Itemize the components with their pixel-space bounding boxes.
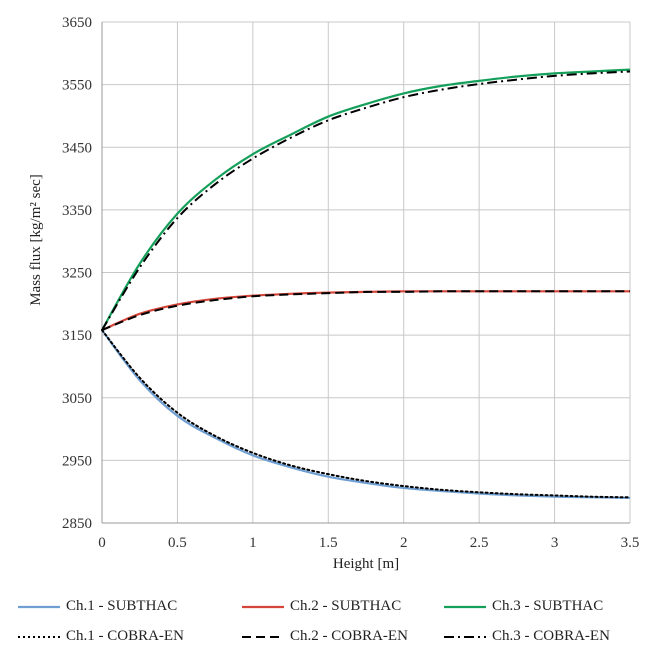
y-tick-label: 2950 xyxy=(62,453,92,469)
legend-label: Ch.1 - COBRA-EN xyxy=(66,628,184,644)
y-tick-label: 3150 xyxy=(62,328,92,344)
legend-label: Ch.2 - SUBTHAC xyxy=(290,598,402,614)
legend-label: Ch.2 - COBRA-EN xyxy=(290,628,408,644)
legend-item-ch-2-cobra-en: Ch.2 - COBRA-EN xyxy=(240,628,408,645)
x-tick-label: 1.5 xyxy=(319,535,338,551)
grid-lines xyxy=(101,21,631,524)
x-tick-label: 1 xyxy=(249,535,257,551)
line-chart: 0 0.5 1 1.5 2 2.5 3 3.5 2850 2950 3050 3150 3250 3350… xyxy=(28,15,639,572)
series-line-ch-2-cobra-en xyxy=(101,290,630,332)
legend-swatch xyxy=(18,635,60,638)
x-axis-title: Height [m] xyxy=(333,556,399,572)
series-line-ch-2-subthac xyxy=(101,290,630,332)
legend-item-ch-3-cobra-en: Ch.3 - COBRA-EN xyxy=(442,628,610,645)
legend-item-ch-1-cobra-en: Ch.1 - COBRA-EN xyxy=(16,628,184,645)
legend-swatch xyxy=(242,605,284,608)
legend-swatch xyxy=(444,635,486,638)
legend-item-ch-1-subthac: Ch.1 - SUBTHAC xyxy=(16,598,177,615)
legend-label: Ch.3 - SUBTHAC xyxy=(492,598,604,614)
series-line-ch-3-subthac xyxy=(101,68,631,331)
x-tick-label: 2.5 xyxy=(470,535,489,551)
series-line-ch-1-cobra-en xyxy=(101,329,631,499)
x-tick-label: 2 xyxy=(400,535,408,551)
y-tick-label: 3650 xyxy=(62,15,92,31)
y-axis-title: Mass flux [kg/m² sec] xyxy=(28,174,44,306)
y-tick-label: 3550 xyxy=(62,78,92,94)
legend-label: Ch.3 - COBRA-EN xyxy=(492,628,610,644)
y-tick-label: 3050 xyxy=(62,391,92,407)
tick-labels: 0 0.5 1 1.5 2 2.5 3 3.5 2850 2950 3050 3150 3250 3350… xyxy=(62,15,639,551)
legend-swatch xyxy=(242,635,284,638)
x-tick-label: 3.5 xyxy=(621,535,640,551)
series-line-ch-3-cobra-en xyxy=(101,70,631,331)
legend-item-ch-2-subthac: Ch.2 - SUBTHAC xyxy=(240,598,401,615)
series-lines xyxy=(101,68,631,500)
legend-item-ch-3-subthac: Ch.3 - SUBTHAC xyxy=(442,598,603,615)
legend-label: Ch.1 - SUBTHAC xyxy=(66,598,178,614)
legend-swatch xyxy=(18,605,60,608)
legend-swatch xyxy=(444,605,486,608)
x-tick-label: 0.5 xyxy=(168,535,187,551)
series-line-ch-1-subthac xyxy=(101,329,631,500)
y-tick-label: 3450 xyxy=(62,140,92,156)
y-tick-label: 2850 xyxy=(62,516,92,532)
legend: Ch.1 - SUBTHAC Ch.2 - SUBTHAC Ch.3 - SUBTH… xyxy=(16,598,646,658)
y-tick-label: 3250 xyxy=(62,266,92,282)
x-tick-label: 3 xyxy=(551,535,559,551)
y-tick-label: 3350 xyxy=(62,203,92,219)
x-tick-label: 0 xyxy=(98,535,106,551)
